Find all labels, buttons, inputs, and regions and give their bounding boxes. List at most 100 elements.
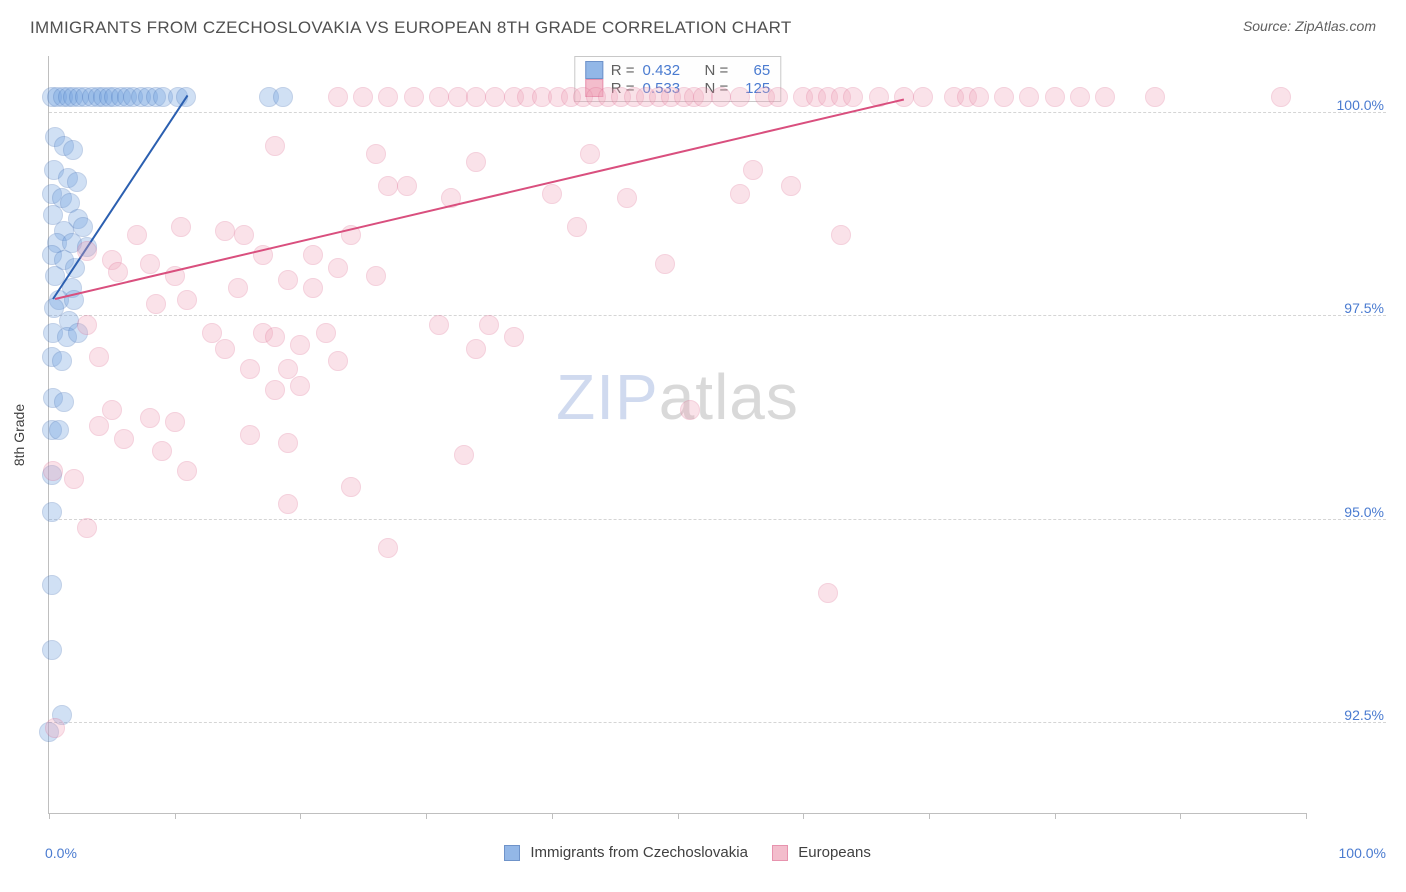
data-point xyxy=(429,87,449,107)
correlation-chart: 8th Grade ZIPatlas R = 0.432 N = 65 R = … xyxy=(48,56,1386,838)
data-point xyxy=(89,416,109,436)
data-point xyxy=(730,87,750,107)
y-axis-label: 8th Grade xyxy=(11,403,27,465)
data-point xyxy=(273,87,293,107)
data-point xyxy=(64,469,84,489)
x-tick xyxy=(1306,813,1307,819)
data-point xyxy=(743,160,763,180)
data-point xyxy=(215,339,235,359)
data-point xyxy=(567,217,587,237)
data-point xyxy=(818,583,838,603)
data-point xyxy=(63,140,83,160)
data-point xyxy=(108,262,128,282)
data-point xyxy=(102,400,122,420)
data-point xyxy=(655,254,675,274)
data-point xyxy=(894,87,914,107)
data-point xyxy=(265,380,285,400)
x-tick xyxy=(300,813,301,819)
data-point xyxy=(617,188,637,208)
data-point xyxy=(303,278,323,298)
x-tick xyxy=(803,813,804,819)
data-point xyxy=(1095,87,1115,107)
data-point xyxy=(1271,87,1291,107)
data-point xyxy=(140,254,160,274)
data-point xyxy=(485,87,505,107)
data-point xyxy=(54,392,74,412)
data-point xyxy=(127,225,147,245)
y-tick-label: 95.0% xyxy=(1344,504,1384,520)
data-point xyxy=(52,351,72,371)
data-point xyxy=(228,278,248,298)
x-tick xyxy=(929,813,930,819)
data-point xyxy=(215,221,235,241)
x-tick xyxy=(426,813,427,819)
series1-n-value: 65 xyxy=(736,62,770,79)
data-point xyxy=(1145,87,1165,107)
data-point xyxy=(140,408,160,428)
gridline xyxy=(49,722,1386,723)
data-point xyxy=(843,87,863,107)
legend: Immigrants from Czechoslovakia Europeans xyxy=(49,844,1306,861)
data-point xyxy=(328,87,348,107)
data-point xyxy=(49,420,69,440)
data-point xyxy=(114,429,134,449)
data-point xyxy=(542,184,562,204)
series1-r-value: 0.432 xyxy=(643,62,681,79)
watermark: ZIPatlas xyxy=(556,360,799,434)
data-point xyxy=(1019,87,1039,107)
data-point xyxy=(77,518,97,538)
y-tick-label: 100.0% xyxy=(1337,97,1384,113)
data-point xyxy=(42,575,62,595)
watermark-right: atlas xyxy=(659,361,799,433)
data-point xyxy=(234,225,254,245)
data-point xyxy=(165,412,185,432)
data-point xyxy=(77,315,97,335)
trend-line xyxy=(55,99,904,300)
data-point xyxy=(378,176,398,196)
data-point xyxy=(466,339,486,359)
data-point xyxy=(316,323,336,343)
data-point xyxy=(177,290,197,310)
data-point xyxy=(479,315,499,335)
data-point xyxy=(680,400,700,420)
data-point xyxy=(711,87,731,107)
data-point xyxy=(397,176,417,196)
data-point xyxy=(152,441,172,461)
data-point xyxy=(328,351,348,371)
data-point xyxy=(366,144,386,164)
data-point xyxy=(448,87,468,107)
data-point xyxy=(378,87,398,107)
r-label: R = xyxy=(611,62,635,79)
x-tick xyxy=(1055,813,1056,819)
data-point xyxy=(265,136,285,156)
n-label: N = xyxy=(704,62,728,79)
data-point xyxy=(43,461,63,481)
data-point xyxy=(89,347,109,367)
x-tick xyxy=(1180,813,1181,819)
data-point xyxy=(994,87,1014,107)
data-point xyxy=(177,461,197,481)
data-point xyxy=(429,315,449,335)
data-point xyxy=(781,176,801,196)
data-point xyxy=(353,87,373,107)
data-point xyxy=(67,172,87,192)
data-point xyxy=(171,217,191,237)
data-point xyxy=(290,335,310,355)
plot-area: 8th Grade ZIPatlas R = 0.432 N = 65 R = … xyxy=(48,56,1306,814)
swatch-series1 xyxy=(585,61,603,79)
data-point xyxy=(404,87,424,107)
data-point xyxy=(730,184,750,204)
gridline xyxy=(49,519,1386,520)
data-point xyxy=(290,376,310,396)
x-tick xyxy=(552,813,553,819)
data-point xyxy=(466,87,486,107)
data-point xyxy=(504,327,524,347)
x-tick xyxy=(175,813,176,819)
data-point xyxy=(240,425,260,445)
data-point xyxy=(1045,87,1065,107)
data-point xyxy=(42,640,62,660)
stats-row-series1: R = 0.432 N = 65 xyxy=(585,61,770,79)
legend-swatch-series1 xyxy=(504,845,520,861)
data-point xyxy=(1070,87,1090,107)
data-point xyxy=(378,538,398,558)
